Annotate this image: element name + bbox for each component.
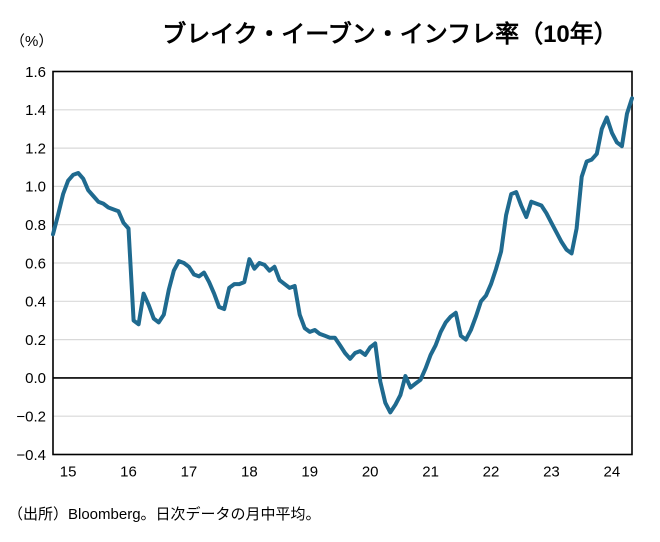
y-tick-label: 1.2 bbox=[25, 140, 46, 157]
x-tick-label: 17 bbox=[181, 464, 198, 481]
y-tick-label: 0.8 bbox=[25, 217, 46, 234]
y-tick-label: 0.6 bbox=[25, 255, 46, 272]
breakeven-inflation-line-chart: 1.6 1.4 1.2 1.0 0.8 0.6 0.4 0.2 0.0 −0.2 −0.4 15 16 1… bbox=[16, 64, 634, 481]
y-tick-label: 0.0 bbox=[25, 370, 46, 387]
y-tick-label: 1.0 bbox=[25, 179, 46, 196]
y-tick-label: 1.6 bbox=[25, 64, 46, 81]
plot-border bbox=[52, 70, 633, 456]
x-tick-label: 20 bbox=[362, 464, 379, 481]
y-axis-unit-label: （%） bbox=[10, 33, 54, 50]
source-note: （出所）Bloomberg。日次データの月中平均。 bbox=[8, 506, 321, 523]
x-tick-label: 23 bbox=[543, 464, 560, 481]
y-tick-label: 0.4 bbox=[25, 294, 46, 311]
y-tick-label: −0.4 bbox=[16, 447, 46, 464]
x-tick-label: 15 bbox=[60, 464, 77, 481]
x-tick-label: 16 bbox=[120, 464, 137, 481]
x-tick-label: 19 bbox=[301, 464, 318, 481]
x-tick-label: 21 bbox=[422, 464, 439, 481]
y-tick-label: −0.2 bbox=[16, 408, 46, 425]
data-line bbox=[51, 96, 634, 415]
y-tick-label: 1.4 bbox=[25, 102, 46, 119]
y-tick-label: 0.2 bbox=[25, 332, 46, 349]
x-tick-label: 18 bbox=[241, 464, 258, 481]
chart-title: ブレイク・イーブン・インフレ率（10年） bbox=[162, 21, 618, 48]
x-tick-label: 24 bbox=[604, 464, 621, 481]
x-tick-label: 22 bbox=[483, 464, 500, 481]
